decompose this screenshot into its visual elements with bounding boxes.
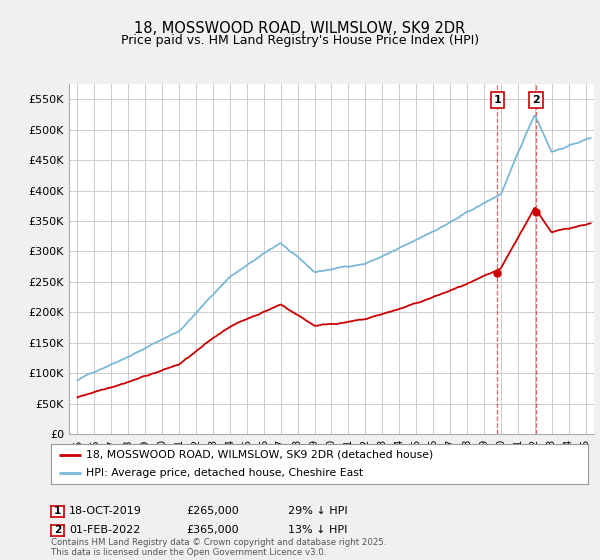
Text: 29% ↓ HPI: 29% ↓ HPI <box>288 506 347 516</box>
Text: Contains HM Land Registry data © Crown copyright and database right 2025.
This d: Contains HM Land Registry data © Crown c… <box>51 538 386 557</box>
Text: 1: 1 <box>54 506 61 516</box>
Text: 13% ↓ HPI: 13% ↓ HPI <box>288 525 347 535</box>
Text: £365,000: £365,000 <box>186 525 239 535</box>
Text: Price paid vs. HM Land Registry's House Price Index (HPI): Price paid vs. HM Land Registry's House … <box>121 34 479 46</box>
Text: 2: 2 <box>54 525 61 535</box>
Text: £265,000: £265,000 <box>186 506 239 516</box>
Text: 1: 1 <box>494 95 502 105</box>
Text: 01-FEB-2022: 01-FEB-2022 <box>69 525 140 535</box>
Text: 2: 2 <box>532 95 540 105</box>
Text: 18-OCT-2019: 18-OCT-2019 <box>69 506 142 516</box>
Text: 18, MOSSWOOD ROAD, WILMSLOW, SK9 2DR: 18, MOSSWOOD ROAD, WILMSLOW, SK9 2DR <box>134 21 466 36</box>
Text: 18, MOSSWOOD ROAD, WILMSLOW, SK9 2DR (detached house): 18, MOSSWOOD ROAD, WILMSLOW, SK9 2DR (de… <box>86 450 433 460</box>
Text: HPI: Average price, detached house, Cheshire East: HPI: Average price, detached house, Ches… <box>86 468 363 478</box>
